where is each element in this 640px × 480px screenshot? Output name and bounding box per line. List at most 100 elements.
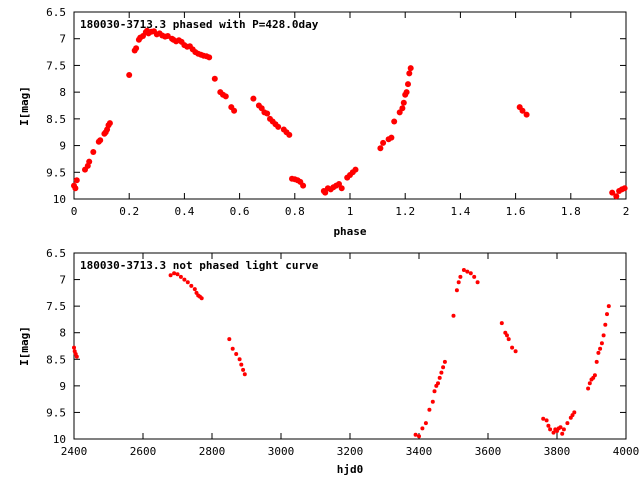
data-point xyxy=(189,283,194,288)
data-point xyxy=(468,271,473,276)
data-point xyxy=(513,349,518,354)
data-point xyxy=(227,337,232,342)
data-point xyxy=(168,273,173,278)
data-point xyxy=(565,421,570,426)
data-point xyxy=(456,280,461,285)
data-point xyxy=(601,333,606,338)
data-point xyxy=(242,372,247,377)
data-point xyxy=(406,70,413,77)
data-point xyxy=(558,425,563,430)
data-point xyxy=(587,381,592,386)
data-point xyxy=(86,158,93,165)
y-tick-label: 8 xyxy=(59,86,66,99)
data-point xyxy=(613,193,620,200)
data-point xyxy=(336,181,342,187)
y-axis-label: I[mag] xyxy=(18,326,31,366)
tick-group: 0 0.2 0.4 0.6 0.8 1 1.2 1.4 1.6 1.8 2 6.5 7 7.5 8 8.5 9 9… xyxy=(46,6,629,218)
data-point xyxy=(239,362,244,367)
data-point xyxy=(432,389,437,394)
data-point xyxy=(609,189,616,196)
y-tick-label: 6.5 xyxy=(46,247,66,260)
data-point xyxy=(598,346,603,351)
x-tick-label: 0 xyxy=(71,205,78,218)
x-tick-label: 3400 xyxy=(406,445,433,458)
data-point xyxy=(606,304,611,309)
x-tick-label: 2600 xyxy=(130,445,157,458)
data-point xyxy=(74,354,79,359)
data-point xyxy=(592,373,597,378)
data-point xyxy=(322,189,329,196)
data-point xyxy=(185,280,190,285)
data-point xyxy=(222,93,229,100)
plot-frame xyxy=(73,252,627,440)
x-tick-label: 1 xyxy=(347,205,354,218)
y-tick-label: 6.5 xyxy=(46,6,66,19)
y-axis-label: I[mag] xyxy=(18,86,31,126)
data-point xyxy=(596,350,601,355)
y-tick-label: 9.5 xyxy=(46,406,66,419)
data-point xyxy=(97,137,104,144)
data-point xyxy=(377,145,384,152)
data-point xyxy=(400,99,407,106)
data-point xyxy=(586,386,591,391)
data-point xyxy=(560,431,565,436)
x-tick-label: 0.2 xyxy=(119,205,139,218)
y-tick-label: 7.5 xyxy=(46,59,66,72)
data-point xyxy=(211,75,218,82)
data-point xyxy=(561,427,566,432)
data-point xyxy=(405,81,411,88)
x-axis-label: hjd0 xyxy=(337,463,364,476)
data-point xyxy=(439,370,444,375)
data-point xyxy=(475,280,480,285)
data-point xyxy=(407,65,414,72)
data-point xyxy=(388,134,395,141)
data-point xyxy=(275,123,282,130)
data-point xyxy=(231,107,238,114)
data-point xyxy=(548,427,553,432)
x-tick-label: 2 xyxy=(623,205,630,218)
x-tick-label: 4000 xyxy=(613,445,640,458)
data-point xyxy=(72,185,79,192)
data-point xyxy=(458,274,463,279)
data-point xyxy=(599,341,604,346)
data-point xyxy=(90,149,97,155)
data-point xyxy=(454,288,459,293)
x-tick-label: 0.4 xyxy=(174,205,194,218)
data-point xyxy=(510,345,515,350)
data-point xyxy=(241,367,246,372)
data-point xyxy=(506,337,511,342)
data-point xyxy=(441,365,446,370)
data-point xyxy=(436,381,440,386)
data-point xyxy=(286,131,293,138)
y-tick-label: 10 xyxy=(53,433,66,446)
data-point xyxy=(234,352,239,356)
data-point xyxy=(519,107,526,114)
data-point xyxy=(465,269,470,274)
x-tick-label: 2800 xyxy=(199,445,226,458)
data-point xyxy=(605,312,609,317)
data-point xyxy=(391,118,398,125)
x-tick-label: 1.4 xyxy=(450,205,470,218)
data-point xyxy=(126,72,133,78)
tick-group: 2400 2600 2800 3000 3200 3400 3600 3800 4000 6.5 7… xyxy=(46,247,639,458)
data-point xyxy=(430,399,435,404)
data-point xyxy=(427,407,432,412)
data-point xyxy=(264,110,271,117)
data-point xyxy=(72,345,76,350)
data-point xyxy=(380,139,387,146)
x-tick-label: 0.8 xyxy=(285,205,305,218)
data-point xyxy=(420,426,425,431)
data-point xyxy=(423,421,428,426)
data-point xyxy=(403,89,410,96)
y-tick-label: 7 xyxy=(59,33,66,46)
x-tick-label: 1.6 xyxy=(506,205,526,218)
y-tick-label: 9 xyxy=(59,140,66,153)
data-point xyxy=(594,359,599,364)
data-point xyxy=(413,432,418,437)
data-point xyxy=(499,321,504,326)
data-point xyxy=(505,333,509,338)
x-tick-label: 3600 xyxy=(475,445,502,458)
data-points xyxy=(72,268,611,439)
data-point xyxy=(206,54,213,61)
